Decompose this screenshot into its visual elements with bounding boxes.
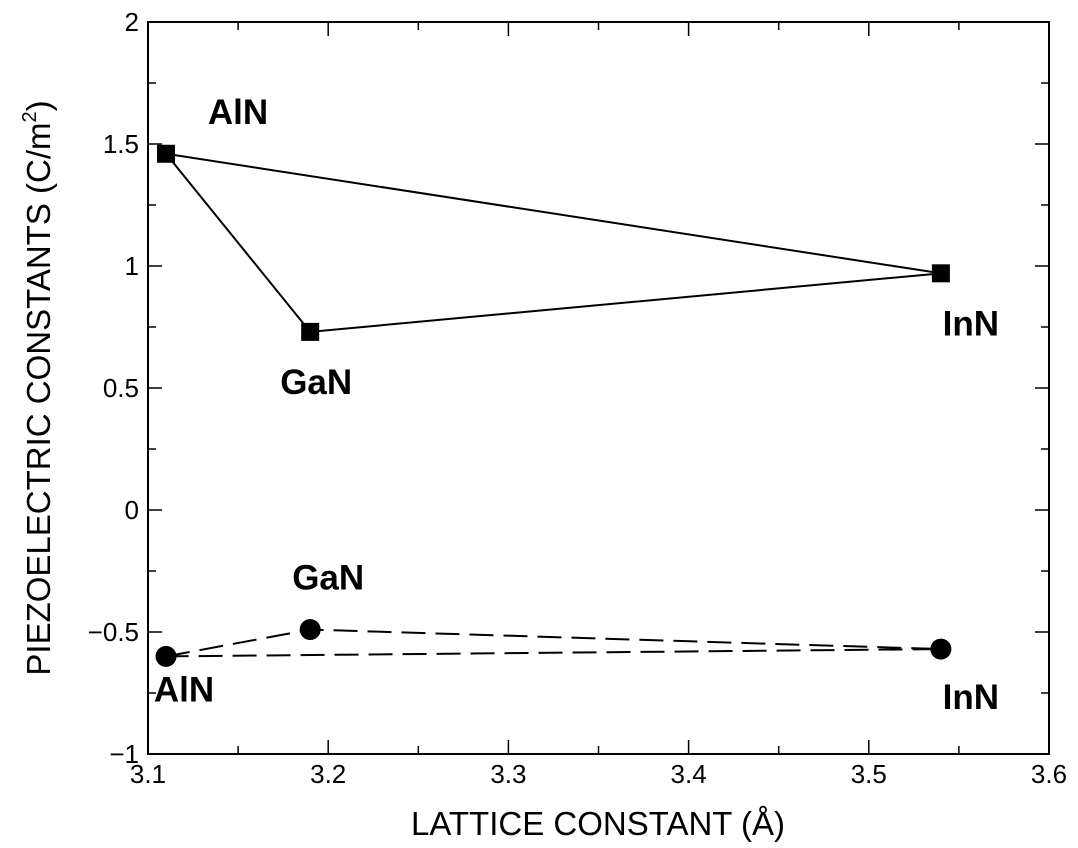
x-tick-label: 3.6 bbox=[1031, 759, 1067, 789]
x-tick-label: 3.5 bbox=[851, 759, 887, 789]
x-tick-label: 3.4 bbox=[671, 759, 707, 789]
y-tick-label: 0.5 bbox=[103, 373, 139, 403]
x-axis-title: LATTICE CONSTANT (Å) bbox=[411, 805, 785, 842]
y-tick-label: −0.5 bbox=[88, 617, 139, 647]
data-markers bbox=[155, 144, 952, 667]
y-axis-title-superscript: 2 bbox=[19, 111, 41, 122]
point-label-gan: GaN bbox=[292, 559, 364, 598]
y-axis-title: PIEZOELECTRIC CONSTANTS (C/m2) bbox=[19, 100, 57, 675]
series-lines bbox=[163, 152, 942, 658]
y-tick-label: 2 bbox=[125, 7, 139, 37]
point-labels: AlN GaN InN AlN GaN InN bbox=[154, 93, 999, 717]
y-tick-label: −1 bbox=[109, 739, 139, 769]
y-tick-label: 1 bbox=[125, 251, 139, 281]
series-1-marker-gan bbox=[301, 322, 320, 341]
point-label-aln: AlN bbox=[154, 670, 214, 709]
series-2-marker-aln bbox=[155, 645, 177, 667]
y-tick-label: 0 bbox=[125, 495, 139, 525]
x-tick-label: 3.2 bbox=[310, 759, 346, 789]
series-1-marker-inn bbox=[931, 264, 950, 283]
series-1-line bbox=[163, 152, 942, 333]
x-tick-label: 3.1 bbox=[130, 759, 166, 789]
point-label-inn: InN bbox=[943, 304, 999, 343]
y-axis-title-close: ) bbox=[20, 100, 57, 111]
point-label-aln: AlN bbox=[208, 93, 268, 132]
axis-ticks: 3.1 3.2 3.3 3.4 3.5 3.6 −1 −0.5 0 0.5 1 1.5 2 bbox=[88, 7, 1067, 789]
point-label-gan: GaN bbox=[280, 363, 352, 402]
y-tick-label: 1.5 bbox=[103, 129, 139, 159]
series-2-marker-inn bbox=[930, 638, 952, 660]
series-2-marker-gan bbox=[299, 619, 321, 641]
point-label-inn: InN bbox=[943, 678, 999, 717]
x-tick-label: 3.3 bbox=[490, 759, 526, 789]
series-2-line bbox=[165, 628, 941, 658]
y-axis-title-main: PIEZOELECTRIC CONSTANTS (C/m bbox=[20, 123, 57, 676]
series-1-marker-aln bbox=[157, 144, 176, 163]
